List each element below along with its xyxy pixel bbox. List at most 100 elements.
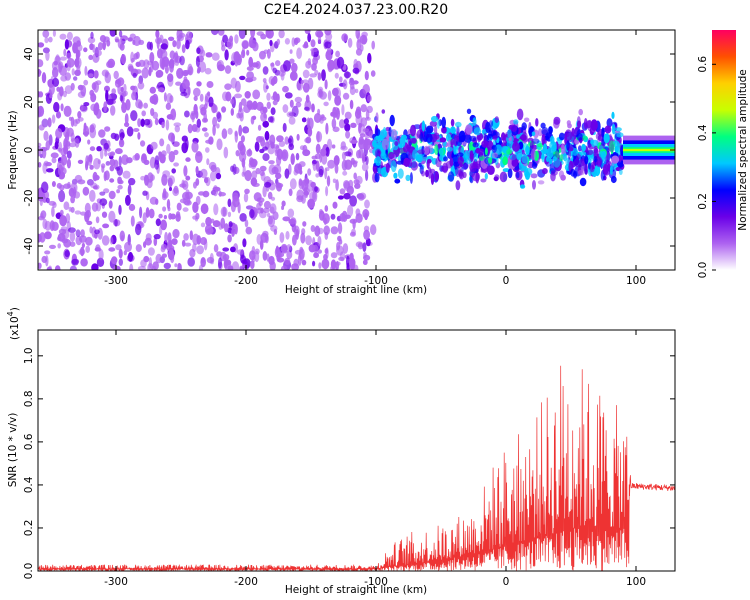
spectrogram-cell — [44, 231, 52, 240]
spectrogram-cell — [176, 67, 184, 79]
spectrogram-cell — [181, 239, 186, 247]
spectrogram-cell — [570, 168, 576, 177]
spectrogram-cell — [262, 120, 270, 128]
spectrogram-cell — [234, 93, 243, 99]
spectrogram-cell — [129, 263, 134, 270]
spectrogram-cell — [128, 203, 136, 212]
spectrogram-cell — [430, 173, 435, 186]
spectrogram-cell — [484, 173, 488, 180]
spectrogram-cell — [345, 130, 351, 139]
spectrogram-cell — [184, 242, 192, 247]
spectrogram-cell — [541, 148, 549, 155]
spectrogram-cell — [190, 110, 196, 116]
spectrogram-cell — [410, 161, 419, 171]
spectrogram-cell — [200, 222, 206, 228]
spectrogram-cell — [272, 100, 278, 106]
spectrogram-cell — [325, 186, 329, 197]
spectrogram-cell — [291, 62, 298, 73]
spectrogram-cell — [530, 173, 538, 179]
spectrogram-cell — [359, 133, 366, 138]
spectrogram-cell — [97, 159, 101, 165]
spectrogram-cell — [506, 140, 514, 148]
spectrogram-cell — [117, 84, 122, 95]
spectrogram-cell — [241, 157, 246, 168]
spectrogram-cell — [38, 162, 42, 168]
spectrogram-cell — [397, 147, 406, 154]
spectrogram-cell — [281, 149, 289, 162]
spectrogram-cell — [412, 149, 418, 160]
spectrogram-cell — [152, 111, 159, 119]
spectrogram-cell — [187, 123, 193, 134]
spectrogram-cell — [288, 188, 293, 197]
spectrogram-cell — [284, 168, 290, 179]
spectrogram-cell — [211, 52, 220, 61]
spectrogram-cell — [148, 208, 155, 219]
spectrogram-cell — [80, 229, 85, 238]
spectrogram-cell — [317, 249, 323, 254]
spectrogram-cell — [276, 154, 282, 166]
spectrogram-cell — [302, 221, 307, 227]
spectrogram-cell — [133, 53, 139, 60]
spectrogram-cell — [318, 165, 324, 176]
spectrogram-cell — [180, 91, 188, 97]
spectrogram-cell — [593, 155, 598, 163]
spectrogram-cell — [289, 99, 294, 108]
spectrogram-cell — [283, 60, 291, 72]
spectrogram-cell — [244, 170, 252, 182]
spectrogram-cell — [196, 235, 202, 245]
spectrogram-cell — [206, 158, 210, 166]
spectrogram-cell — [200, 168, 208, 179]
y-tick-label: 0.2 — [23, 520, 35, 537]
spectrogram-cell — [256, 234, 262, 245]
spectrogram-cell — [63, 48, 67, 57]
spectrogram-cell — [349, 99, 354, 110]
spectrogram-cell — [280, 265, 288, 270]
spectrogram-cell — [66, 52, 72, 60]
spectrogram-cell — [109, 151, 116, 156]
spectrogram-cell — [293, 169, 299, 176]
spectrogram-cell — [103, 171, 107, 182]
spectrogram-cell — [135, 244, 142, 253]
spectrogram-cell — [66, 158, 71, 169]
spectrogram-cell — [323, 253, 328, 261]
spectrogram-cell — [123, 83, 127, 93]
spectrogram-cell — [338, 119, 346, 129]
spectrogram-cell — [262, 230, 269, 238]
spectrogram-cell — [502, 156, 508, 166]
spectrogram-cell — [104, 71, 109, 78]
spectrogram-cell — [110, 105, 116, 116]
spectrogram-cell — [270, 78, 276, 86]
spectrogram-cell — [216, 123, 220, 129]
spectrogram-cell — [234, 224, 238, 235]
spectrogram-cell — [200, 106, 207, 116]
spectrogram-cell — [183, 233, 189, 241]
spectrogram-cell — [465, 124, 473, 135]
spectrogram-cell — [103, 188, 110, 194]
spectrogram-cell — [337, 195, 344, 200]
spectrogram-cell — [361, 36, 367, 45]
spectrogram-cell — [205, 52, 213, 58]
spectrogram-cell — [327, 59, 335, 71]
spectrogram-cell — [611, 111, 615, 119]
spectrogram-cell — [38, 124, 45, 131]
spectrogram-cell — [343, 192, 351, 200]
spectrogram-cell — [231, 261, 240, 270]
spectrogram-cell — [108, 190, 116, 200]
spectrogram-cell — [94, 229, 100, 235]
spectrogram-cell — [429, 144, 433, 154]
spectrogram-cell — [521, 131, 528, 144]
spectrogram-cell — [330, 213, 336, 220]
spectrogram-cell — [286, 250, 293, 260]
spectrogram-cell — [117, 184, 123, 190]
spectrogram-cell — [59, 209, 64, 216]
spectrogram-cell — [87, 139, 91, 145]
spectrogram-cell — [389, 114, 395, 127]
spectrogram-cell — [224, 261, 232, 270]
spectrogram-cell — [139, 206, 143, 219]
spectrogram-cell — [469, 162, 477, 173]
spectrogram-cell — [58, 190, 66, 203]
spectrogram-cell — [83, 122, 87, 132]
spectrogram-cell — [349, 195, 357, 207]
spectrogram-cell — [82, 186, 90, 196]
